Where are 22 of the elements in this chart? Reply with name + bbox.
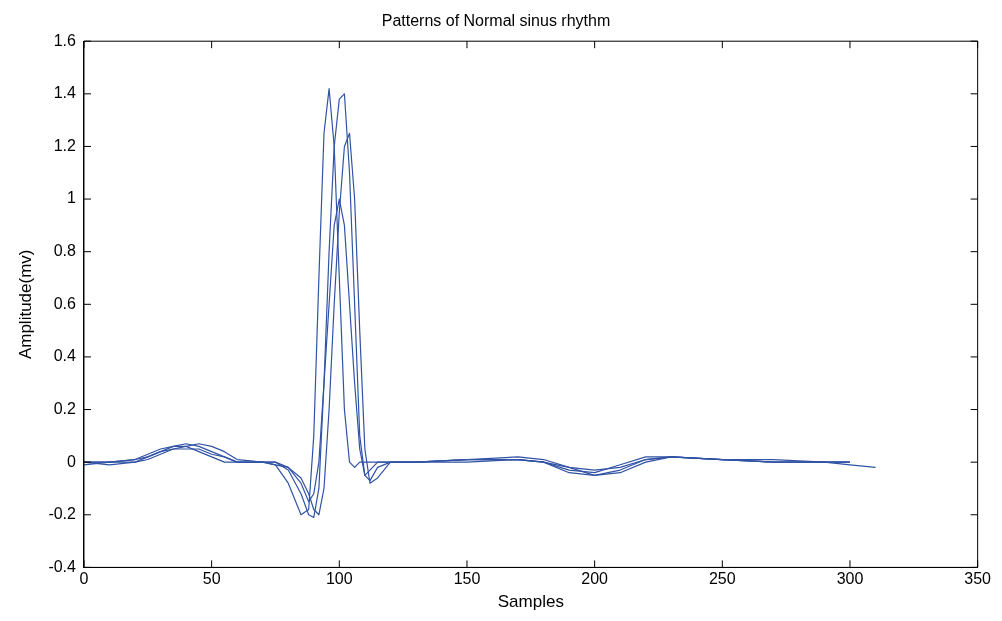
y-tick-label: 0.2 <box>53 399 77 417</box>
y-tick-label: 0.4 <box>53 347 77 365</box>
y-tick-label: -0.2 <box>48 505 77 523</box>
chart-title: Patterns of Normal sinus rhythm <box>381 12 611 30</box>
y-tick-label: 0.8 <box>53 242 77 260</box>
x-tick-label: 50 <box>202 570 221 588</box>
x-tick-label: 200 <box>581 570 609 588</box>
x-axis-title: Samples <box>497 592 564 612</box>
x-tick-label: 350 <box>964 570 992 588</box>
x-tick-label: 250 <box>708 570 736 588</box>
y-axis-title: Amplitude(mv) <box>15 249 35 360</box>
x-tick-label: 150 <box>453 570 481 588</box>
y-tick-label: 1.4 <box>53 84 77 102</box>
y-tick-label: -0.4 <box>48 557 77 575</box>
y-tick-label: 1.6 <box>53 31 77 49</box>
y-tick-label: 0.6 <box>53 294 77 312</box>
x-tick-label: 300 <box>836 570 864 588</box>
y-tick-label: 1.2 <box>53 136 77 154</box>
y-tick-label: 0 <box>67 452 77 470</box>
x-tick-label: 100 <box>325 570 353 588</box>
y-tick-label: 1 <box>67 189 77 207</box>
x-tick-label: 0 <box>79 570 89 588</box>
